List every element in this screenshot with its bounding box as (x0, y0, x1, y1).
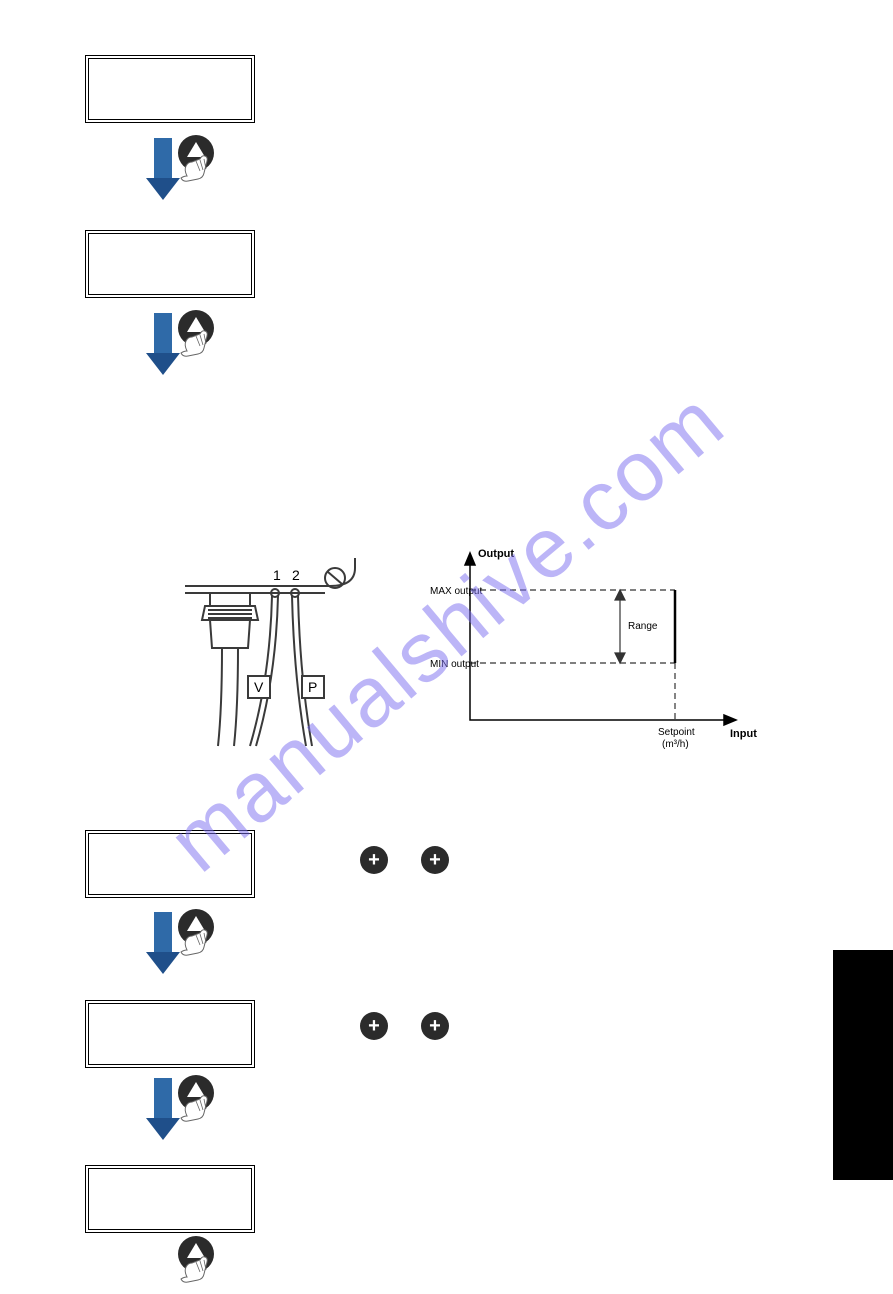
plus-button-row: + + (360, 1012, 449, 1040)
v-label: V (254, 679, 264, 695)
range-label: Range (628, 621, 658, 632)
press-up-button-icon (178, 1075, 238, 1133)
port-1-label: 1 (273, 567, 281, 583)
min-output-label: MIN output (430, 659, 479, 670)
down-arrow-icon (146, 313, 180, 375)
down-arrow-icon (146, 138, 180, 200)
lcd-box (85, 1165, 255, 1233)
plus-icon: + (360, 1012, 388, 1040)
down-arrow-icon (146, 912, 180, 974)
plus-icon: + (421, 846, 449, 874)
p-label: P (308, 679, 317, 695)
port-2-label: 2 (292, 567, 300, 583)
press-up-button-icon (178, 310, 238, 368)
plus-icon: + (360, 846, 388, 874)
x-axis-label: Input (730, 728, 757, 740)
lcd-box (85, 830, 255, 898)
y-axis-label: Output (478, 548, 514, 560)
plus-button-row: + + (360, 846, 449, 874)
press-up-button-icon (178, 909, 238, 967)
down-arrow-icon (146, 1078, 180, 1140)
lcd-box (85, 1000, 255, 1068)
setpoint-unit: (m³/h) (662, 739, 689, 750)
connector-diagram: 1 2 V P (180, 558, 380, 748)
press-up-button-icon (178, 135, 238, 193)
setpoint-label: Setpoint (658, 727, 695, 738)
output-input-chart: Output Input MAX output MIN output Range… (430, 545, 760, 755)
lcd-box (85, 230, 255, 298)
edge-tab (833, 950, 893, 1180)
lcd-box (85, 55, 255, 123)
max-output-label: MAX output (430, 586, 482, 597)
plus-icon: + (421, 1012, 449, 1040)
press-up-button-icon (178, 1236, 238, 1294)
